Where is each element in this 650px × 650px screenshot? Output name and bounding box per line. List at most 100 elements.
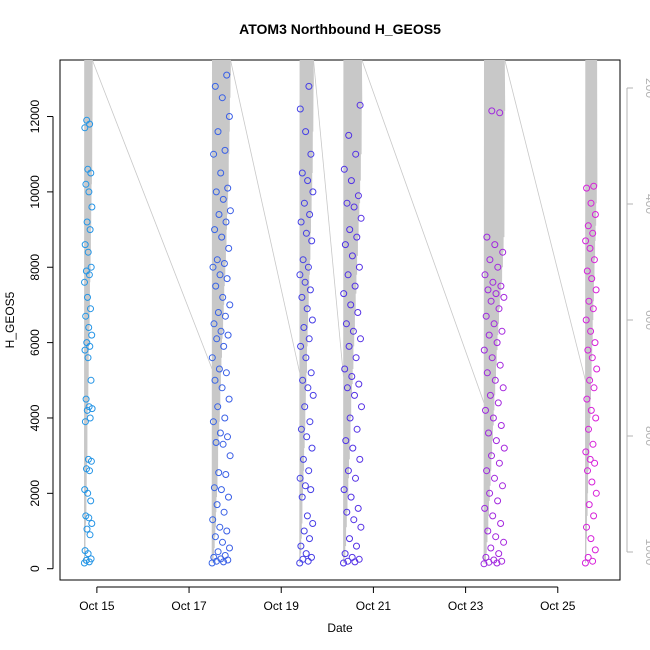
data-point xyxy=(583,523,590,531)
data-point xyxy=(306,286,314,294)
data-point xyxy=(210,150,218,158)
right-tick-label: 1000 xyxy=(643,539,650,566)
data-point xyxy=(340,559,347,567)
data-point xyxy=(213,256,221,264)
data-point xyxy=(353,233,361,241)
data-point xyxy=(86,414,94,422)
data-point xyxy=(223,527,231,535)
data-point xyxy=(351,282,359,290)
data-point xyxy=(215,211,223,218)
data-point xyxy=(213,335,221,343)
data-point xyxy=(84,248,92,256)
data-point xyxy=(222,471,230,478)
data-point xyxy=(481,504,489,512)
data-point xyxy=(305,335,313,343)
data-point xyxy=(345,342,353,350)
data-point xyxy=(354,504,362,512)
x-tick-label: Oct 19 xyxy=(264,599,300,613)
data-point xyxy=(304,384,312,392)
data-point xyxy=(355,263,363,271)
data-point xyxy=(305,467,313,475)
data-point xyxy=(488,452,495,460)
flight-trace xyxy=(211,59,231,564)
data-point xyxy=(86,226,94,234)
y-tick-label: 0 xyxy=(28,565,42,572)
data-point xyxy=(81,124,89,132)
data-point xyxy=(218,233,226,241)
data-point xyxy=(216,271,224,279)
data-point xyxy=(341,550,349,558)
data-point xyxy=(352,354,360,362)
data-point xyxy=(343,199,351,207)
right-tick-label: 200 xyxy=(643,78,650,98)
data-point xyxy=(355,555,363,563)
data-point xyxy=(304,263,312,271)
data-point xyxy=(211,82,219,90)
data-point xyxy=(585,501,593,509)
data-point xyxy=(210,320,218,328)
data-point xyxy=(83,406,91,414)
data-point xyxy=(592,489,600,497)
data-point xyxy=(211,226,219,234)
data-point xyxy=(584,222,592,230)
data-point xyxy=(341,241,349,249)
data-point xyxy=(583,184,591,192)
data-point xyxy=(484,527,492,535)
data-point xyxy=(343,508,351,516)
y-axis: 0 2000 4000 6000 8000 10000 12000 xyxy=(28,100,54,572)
data-point xyxy=(492,533,500,541)
data-point xyxy=(348,252,356,260)
data-point xyxy=(582,316,590,324)
data-point xyxy=(87,263,95,271)
right-tick-label: 800 xyxy=(643,426,650,446)
data-point xyxy=(340,165,348,173)
data-point xyxy=(217,169,225,177)
ferry-trace xyxy=(230,59,301,373)
data-point xyxy=(352,474,359,482)
data-point xyxy=(488,107,496,115)
data-point xyxy=(590,256,598,264)
data-point xyxy=(489,512,497,520)
flight-trace xyxy=(84,59,93,564)
data-point xyxy=(297,425,305,433)
data-point xyxy=(210,484,218,492)
data-point xyxy=(214,128,222,136)
data-point xyxy=(216,429,224,437)
data-point xyxy=(83,218,91,226)
data-point xyxy=(486,391,494,399)
data-point xyxy=(222,369,230,377)
data-point xyxy=(298,493,306,501)
data-point xyxy=(82,267,90,275)
data-point xyxy=(219,440,227,448)
data-point xyxy=(225,113,233,120)
data-point xyxy=(300,527,308,535)
data-point xyxy=(483,467,491,475)
data-point xyxy=(82,312,90,320)
data-point xyxy=(81,418,89,426)
data-point xyxy=(588,478,596,486)
data-point xyxy=(226,544,233,552)
data-point xyxy=(346,226,354,234)
data-point xyxy=(499,384,507,392)
data-point xyxy=(582,448,590,456)
data-point xyxy=(483,233,491,241)
data-point xyxy=(209,263,217,271)
chart-title: ATOM3 Northbound H_GEOS5 xyxy=(239,21,441,37)
data-point xyxy=(487,297,495,305)
data-point xyxy=(214,309,222,316)
data-point xyxy=(492,437,500,445)
data-point xyxy=(306,418,314,426)
data-point xyxy=(357,214,365,222)
data-point xyxy=(308,444,316,452)
right-tick-label: 600 xyxy=(643,310,650,330)
data-point xyxy=(296,105,304,113)
x-axis-label: Date xyxy=(327,621,353,635)
data-point xyxy=(497,282,505,290)
data-point xyxy=(492,290,500,298)
data-point xyxy=(342,320,350,328)
data-point xyxy=(489,414,497,422)
data-point xyxy=(593,365,601,373)
data-point xyxy=(590,512,598,520)
x-tick-label: Oct 25 xyxy=(540,599,576,613)
data-point xyxy=(219,195,227,203)
